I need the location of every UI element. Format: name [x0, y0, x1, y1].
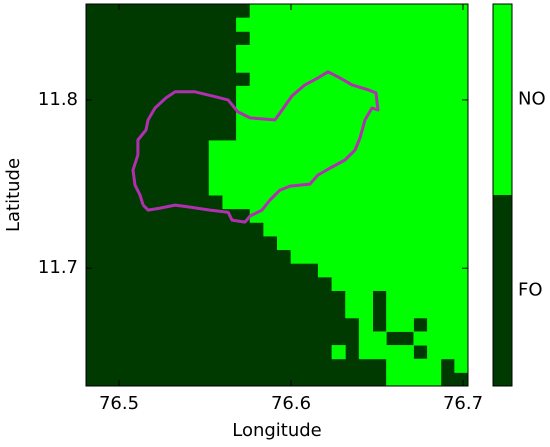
class-cell — [331, 345, 346, 360]
class-cell — [263, 222, 469, 237]
class-cell — [277, 235, 469, 251]
x-tick-label: 76.7 — [443, 393, 483, 414]
class-cell — [236, 99, 469, 114]
x-tick-label: 76.5 — [99, 393, 139, 414]
class-cell — [427, 345, 469, 360]
class-cell — [427, 317, 469, 332]
class-cell — [208, 154, 469, 169]
class-cell — [236, 44, 469, 60]
class-cell — [454, 358, 469, 373]
class-cell — [386, 317, 414, 332]
x-tick-label: 76.6 — [271, 393, 311, 414]
class-cell — [358, 317, 373, 332]
class-cell — [386, 372, 442, 387]
x-axis-label: Longitude — [232, 420, 322, 441]
class-cell — [358, 345, 414, 360]
class-cell — [249, 31, 469, 46]
boundary — [131, 70, 380, 224]
y-axis-label: Latitude — [3, 158, 24, 232]
class-cell — [345, 290, 373, 305]
class-cell — [290, 249, 469, 264]
class-cell — [249, 208, 469, 223]
y-tick-label: 11.8 — [38, 89, 78, 110]
class-cell — [236, 58, 469, 73]
plot-frame — [85, 3, 469, 387]
y-tick-label: 11.7 — [38, 257, 78, 278]
class-cell — [386, 358, 442, 373]
colorbar-label: NO — [518, 89, 546, 110]
class-cell — [386, 304, 469, 319]
class-cell — [208, 167, 469, 182]
class-cell — [358, 331, 387, 346]
class-cell — [386, 290, 469, 305]
colorbar-segment — [493, 195, 512, 386]
class-cell — [249, 4, 469, 19]
class-cell — [345, 304, 373, 319]
class-cell — [413, 331, 469, 346]
colorbar-frame — [492, 3, 513, 387]
class-cell — [236, 17, 469, 32]
class-cell — [236, 126, 469, 141]
class-cell — [208, 181, 469, 196]
class-cell — [208, 140, 469, 155]
colorbar-segment — [493, 4, 512, 195]
colorbar-label: FO — [518, 280, 543, 301]
class-cell — [236, 113, 469, 128]
class-cell — [236, 85, 469, 100]
class-cell — [317, 263, 469, 278]
class-cell — [222, 195, 469, 210]
class-cell — [331, 276, 469, 291]
class-cell — [249, 72, 469, 87]
